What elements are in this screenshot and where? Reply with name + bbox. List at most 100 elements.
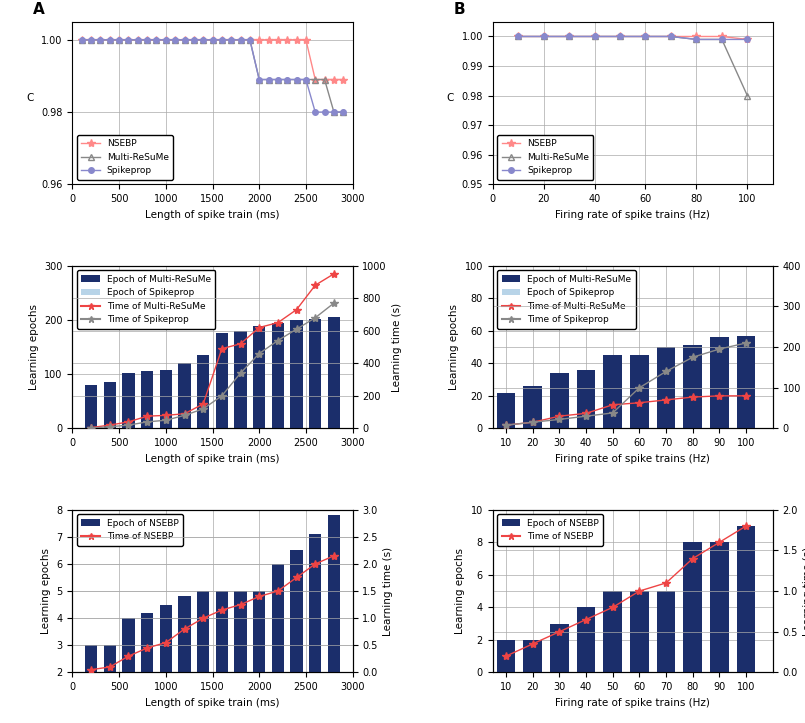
Time of Spikeprop (311, 313, 320, 322)
Spikeprop (283, 75, 292, 84)
Time of Spikeprop (236, 369, 246, 377)
Spikeprop (564, 32, 574, 40)
Bar (630, 355, 649, 428)
Time of Multi-ReSuMe (198, 400, 208, 408)
Spikeprop (539, 32, 548, 40)
Time of NSEBP (634, 587, 644, 596)
Spikeprop (180, 35, 189, 44)
Bar (523, 386, 542, 428)
Multi-ReSuMe (564, 32, 574, 40)
Time of Multi-ReSuMe (688, 393, 698, 401)
NSEBP (133, 35, 142, 44)
NSEBP (717, 32, 727, 40)
Legend: NSEBP, Multi-ReSuMe, Spikeprop: NSEBP, Multi-ReSuMe, Spikeprop (497, 134, 593, 180)
Time of NSEBP (555, 628, 564, 636)
Bar (291, 380, 303, 428)
Multi-ReSuMe (245, 35, 254, 44)
Bar (216, 333, 228, 428)
Bar (141, 372, 153, 428)
Spikeprop (96, 35, 105, 44)
Spikeprop (105, 35, 114, 44)
Time of NSEBP (236, 600, 246, 609)
NSEBP (105, 35, 114, 44)
Bar (291, 550, 303, 723)
NSEBP (590, 32, 600, 40)
Bar (737, 398, 755, 428)
Spikeprop (77, 35, 87, 44)
Bar (550, 373, 568, 428)
Y-axis label: C: C (27, 93, 34, 103)
Line: Time of Multi-ReSuMe: Time of Multi-ReSuMe (87, 270, 338, 432)
Time of Multi-ReSuMe (715, 391, 724, 400)
NSEBP (217, 35, 227, 44)
Line: Multi-ReSuMe: Multi-ReSuMe (78, 36, 347, 116)
Spikeprop (236, 35, 246, 44)
Bar (328, 515, 340, 723)
Bar (216, 384, 228, 428)
Y-axis label: Learning epochs: Learning epochs (29, 304, 39, 390)
Bar (737, 526, 755, 672)
NSEBP (124, 35, 134, 44)
Bar (497, 393, 515, 428)
Time of Multi-ReSuMe (124, 417, 134, 426)
Time of NSEBP (741, 522, 751, 531)
Bar (104, 646, 116, 723)
Time of Spikeprop (555, 415, 564, 424)
Bar (291, 320, 303, 428)
Time of NSEBP (688, 555, 698, 563)
Multi-ReSuMe (180, 35, 189, 44)
Time of Spikeprop (528, 418, 538, 427)
Time of Multi-ReSuMe (311, 281, 320, 289)
Time of NSEBP (105, 663, 114, 672)
Time of Multi-ReSuMe (236, 339, 246, 348)
Bar (309, 375, 321, 428)
Bar (272, 380, 284, 428)
NSEBP (208, 35, 217, 44)
Time of Spikeprop (254, 349, 264, 358)
Multi-ReSuMe (539, 32, 548, 40)
Bar (309, 534, 321, 723)
NSEBP (254, 35, 264, 44)
Bar (104, 382, 116, 428)
NSEBP (329, 75, 339, 84)
Time of Spikeprop (142, 417, 152, 426)
Spikeprop (338, 108, 348, 116)
Multi-ReSuMe (236, 35, 246, 44)
Line: NSEBP: NSEBP (77, 35, 348, 84)
Multi-ReSuMe (283, 75, 292, 84)
Spikeprop (264, 75, 274, 84)
Time of Multi-ReSuMe (86, 423, 96, 432)
NSEBP (338, 75, 348, 84)
Multi-ReSuMe (717, 35, 727, 44)
NSEBP (161, 35, 171, 44)
Spikeprop (198, 35, 208, 44)
Multi-ReSuMe (311, 75, 320, 84)
Spikeprop (208, 35, 217, 44)
Spikeprop (133, 35, 142, 44)
Multi-ReSuMe (189, 35, 199, 44)
Line: Multi-ReSuMe: Multi-ReSuMe (514, 33, 751, 99)
Bar (159, 370, 172, 428)
Spikeprop (142, 35, 152, 44)
Line: Time of NSEBP: Time of NSEBP (87, 552, 338, 674)
Spikeprop (254, 75, 264, 84)
Bar (159, 604, 172, 723)
Time of Multi-ReSuMe (661, 395, 671, 404)
Bar (272, 564, 284, 723)
Bar (216, 591, 228, 723)
NSEBP (291, 35, 301, 44)
Bar (737, 335, 755, 428)
Bar (550, 404, 568, 428)
X-axis label: Firing rate of spike trains (Hz): Firing rate of spike trains (Hz) (555, 698, 710, 708)
Bar (683, 542, 702, 672)
Bar (85, 402, 97, 428)
Spikeprop (329, 108, 339, 116)
Bar (683, 399, 702, 428)
Bar (710, 542, 729, 672)
NSEBP (311, 75, 320, 84)
Spikeprop (189, 35, 199, 44)
Multi-ReSuMe (198, 35, 208, 44)
Time of Multi-ReSuMe (254, 323, 264, 332)
Multi-ReSuMe (291, 75, 301, 84)
NSEBP (236, 35, 246, 44)
